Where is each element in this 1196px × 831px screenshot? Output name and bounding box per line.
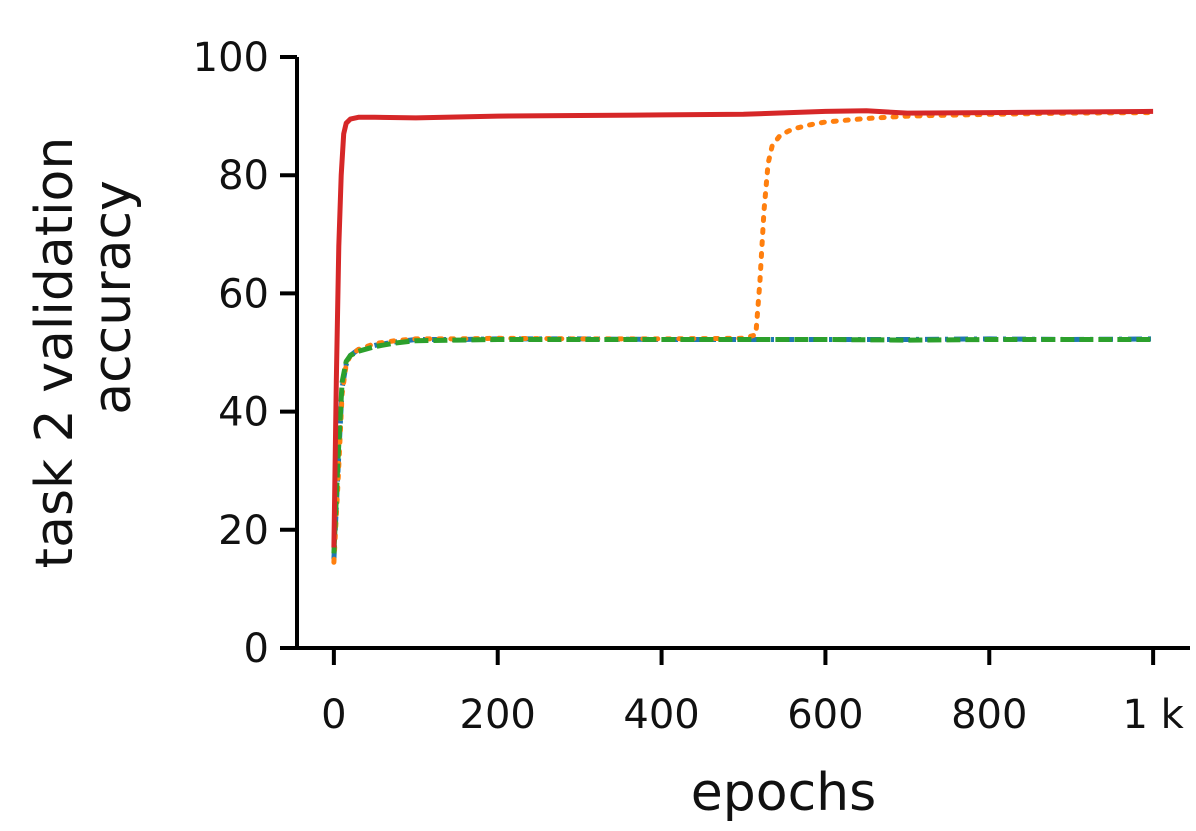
y-tick-label: 0 xyxy=(244,626,269,672)
x-tick-label: 400 xyxy=(623,692,699,738)
y-axis-title-line-1: task 2 validation xyxy=(25,137,85,569)
series-layer xyxy=(331,108,1156,565)
x-tick-label: 1 k xyxy=(1122,692,1184,738)
x-tick-label: 600 xyxy=(787,692,863,738)
x-tick-label: 200 xyxy=(460,692,536,738)
series-line-2 xyxy=(331,110,1156,565)
y-tick-label: 80 xyxy=(218,153,269,199)
ticks-layer: 0 20 40 60 80 100 0 200 400 600 800 1 k xyxy=(193,35,1185,738)
y-tick-label: 20 xyxy=(218,508,269,554)
y-tick-label: 100 xyxy=(193,35,269,81)
x-tick-label: 0 xyxy=(321,692,346,738)
x-axis-title: epochs xyxy=(691,763,876,823)
y-tick-label: 60 xyxy=(218,271,269,317)
x-tick-label: 800 xyxy=(951,692,1027,738)
series-line-4 xyxy=(331,108,1154,548)
series-line-3 xyxy=(331,337,1154,554)
y-tick-label: 40 xyxy=(218,390,269,436)
series-line-1 xyxy=(331,336,1154,560)
y-axis-title-line-2: accuracy xyxy=(83,180,143,415)
